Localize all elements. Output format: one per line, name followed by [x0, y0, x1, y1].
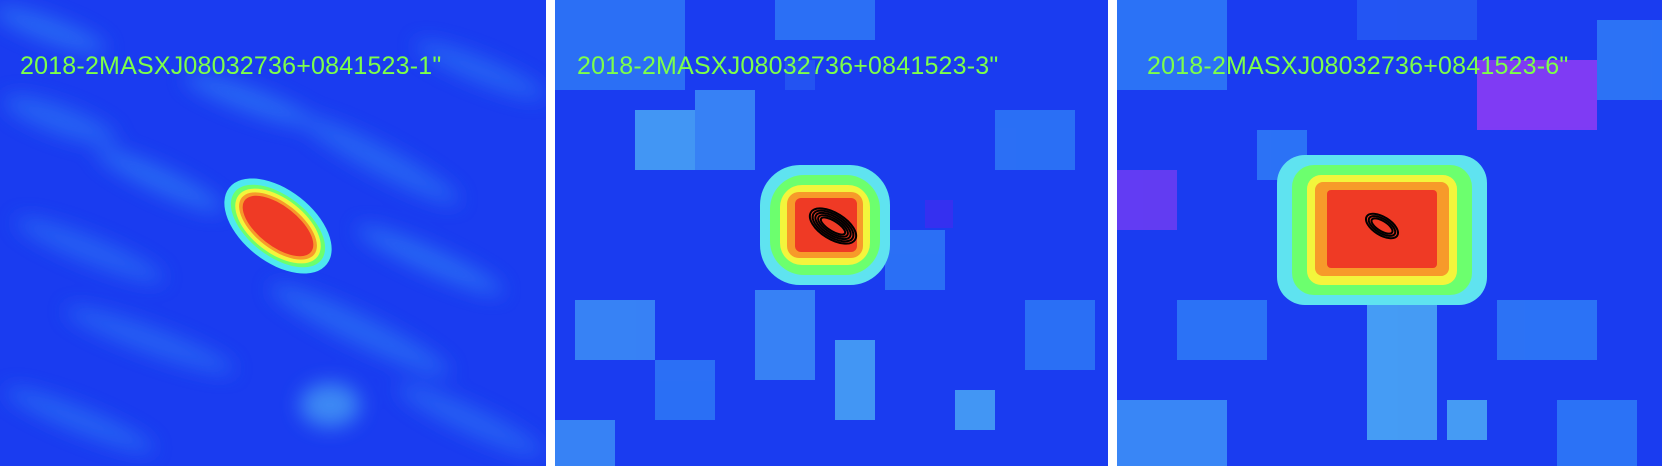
- contour-lines: [808, 207, 858, 245]
- radio-source-1: [224, 178, 332, 274]
- radio-map-1: [0, 0, 546, 466]
- contour-lines: [1365, 212, 1399, 240]
- radio-image-panel-1: 2018-2MASXJ08032736+0841523-1": [0, 0, 546, 466]
- noise-texture: [0, 6, 546, 456]
- panel-title-2: 2018-2MASXJ08032736+0841523-3": [577, 52, 999, 80]
- panel-title-3: 2018-2MASXJ08032736+0841523-6": [1147, 52, 1569, 80]
- radio-map-2: [555, 0, 1108, 466]
- radio-image-panel-3: 2018-2MASXJ08032736+0841523-6": [1117, 0, 1662, 466]
- radio-source-3: [1277, 155, 1487, 305]
- radio-image-panel-2: 2018-2MASXJ08032736+0841523-3": [555, 0, 1108, 466]
- radio-map-3: [1117, 0, 1662, 466]
- pixel-texture: [555, 0, 1095, 466]
- panel-title-1: 2018-2MASXJ08032736+0841523-1": [20, 52, 442, 80]
